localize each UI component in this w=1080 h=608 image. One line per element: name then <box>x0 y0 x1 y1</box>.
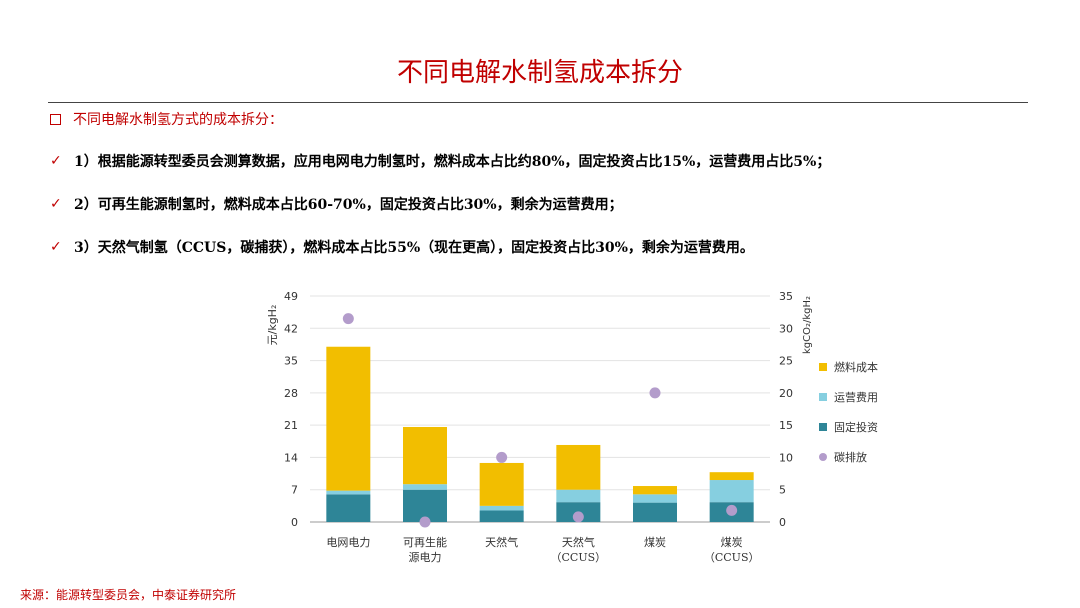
source-note: 来源：能源转型委员会，中泰证券研究所 <box>20 588 237 602</box>
x-tick-label: （CCUS） <box>551 551 607 564</box>
checkmark-icon: ✓ <box>50 239 62 255</box>
y-right-tick-label: 20 <box>779 387 793 400</box>
bar-segment <box>479 505 524 511</box>
emission-point <box>649 387 661 399</box>
y-right-tick-label: 25 <box>779 355 793 368</box>
y-left-tick-label: 49 <box>284 290 298 303</box>
bullet-item: ✓ 3）天然气制氢（CCUS，碳捕获），燃料成本占比55%（现在更高），固定投资… <box>50 237 754 257</box>
y-left-tick-label: 28 <box>284 387 298 400</box>
legend-label: 固定投资 <box>834 420 878 434</box>
x-tick-label: 电网电力 <box>326 536 370 549</box>
emission-point <box>572 511 584 523</box>
y-left-tick-label: 0 <box>291 516 298 529</box>
checkmark-icon: ✓ <box>50 196 62 212</box>
x-tick-label: 天然气 <box>562 535 595 549</box>
bullet-text: 1）根据能源转型委员会测算数据，应用电网电力制氢时，燃料成本占比约80%，固定投… <box>74 154 831 170</box>
bar-segment <box>479 510 524 522</box>
bar-segment <box>556 489 601 503</box>
x-tick-label: 可再生能 <box>403 535 447 549</box>
bar-segment <box>633 494 677 503</box>
y-right-tick-label: 30 <box>779 322 793 335</box>
square-bullet-icon <box>50 113 61 125</box>
x-tick-label: 煤炭 <box>721 536 743 549</box>
y-left-tick-label: 14 <box>284 451 298 464</box>
emission-point <box>419 516 431 528</box>
bullet-item: ✓ 2）可再生能源制氢时，燃料成本占比60-70%，固定投资占比30%，剩余为运… <box>50 194 623 214</box>
bar-segment <box>479 462 524 506</box>
y-left-tick-label: 35 <box>284 355 298 368</box>
y-right-tick-label: 15 <box>779 419 793 432</box>
emission-point <box>726 504 738 516</box>
bar-segment <box>709 472 754 481</box>
y-left-tick-label: 42 <box>284 322 298 335</box>
emission-point <box>496 451 508 463</box>
y-right-tick-label: 0 <box>779 516 786 529</box>
x-tick-label: 源电力 <box>409 550 442 564</box>
legend-marker <box>819 453 827 461</box>
legend-label: 燃料成本 <box>834 360 878 374</box>
bar-segment <box>403 484 447 490</box>
page-title: 不同电解水制氢成本拆分 <box>396 58 683 88</box>
bar-segment <box>556 444 601 490</box>
y-left-tick-label: 7 <box>291 484 298 497</box>
bar-segment <box>403 426 447 485</box>
bullet-text: 2）可再生能源制氢时，燃料成本占比60-70%，固定投资占比30%，剩余为运营费… <box>74 197 623 213</box>
y-left-axis-title: 元/kgH₂ <box>266 305 279 346</box>
legend-swatch <box>819 363 827 371</box>
y-right-tick-label: 10 <box>779 451 793 464</box>
section-heading-text: 不同电解水制氢方式的成本拆分： <box>73 112 283 128</box>
bar-segment <box>326 494 371 522</box>
y-left-tick-label: 21 <box>284 419 298 432</box>
x-tick-label: （CCUS） <box>704 551 760 564</box>
bar-segment <box>633 486 677 495</box>
section-heading: 不同电解水制氢方式的成本拆分： <box>50 109 283 129</box>
bar-segment <box>633 502 677 522</box>
y-right-tick-label: 35 <box>779 290 793 303</box>
legend-label: 运营费用 <box>834 390 878 404</box>
bar-segment <box>709 480 754 503</box>
checkmark-icon: ✓ <box>50 153 62 169</box>
x-tick-label: 天然气 <box>485 535 518 549</box>
legend-label: 碳排放 <box>834 450 867 464</box>
bullet-item: ✓ 1）根据能源转型委员会测算数据，应用电网电力制氢时，燃料成本占比约80%，固… <box>50 151 830 171</box>
y-right-axis-title: kgCO₂/kgH₂ <box>802 296 813 354</box>
title-divider <box>48 102 1028 103</box>
bar-segment <box>326 346 371 491</box>
emission-point <box>342 313 354 325</box>
legend-swatch <box>819 423 827 431</box>
legend-swatch <box>819 393 827 401</box>
y-right-tick-label: 5 <box>779 484 786 497</box>
bar-segment <box>326 490 371 495</box>
bullet-text: 3）天然气制氢（CCUS，碳捕获），燃料成本占比55%（现在更高），固定投资占比… <box>74 240 754 256</box>
x-tick-label: 煤炭 <box>644 536 666 549</box>
